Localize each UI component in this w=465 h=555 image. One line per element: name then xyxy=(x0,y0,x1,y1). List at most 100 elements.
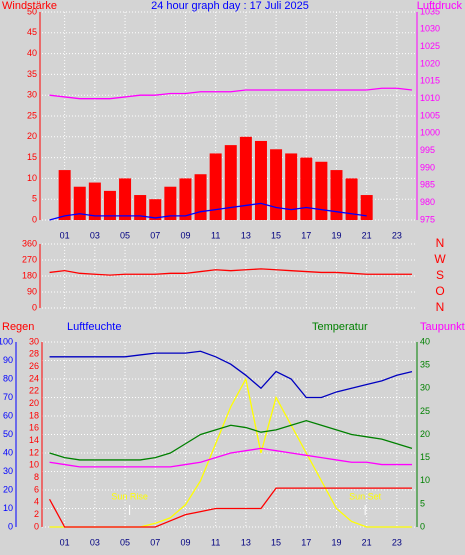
bar xyxy=(179,178,192,220)
y-tick-label: 30 xyxy=(29,336,39,346)
y-tick-label: 360 xyxy=(22,238,37,248)
y-tick-label: 15 xyxy=(420,452,430,462)
y-tick-label: O xyxy=(435,284,444,298)
series-line xyxy=(49,87,413,100)
y-tick-label: 24 xyxy=(29,373,39,383)
bar xyxy=(330,170,343,220)
x-tick-label: 19 xyxy=(331,537,341,547)
x-tick-label: 01 xyxy=(60,537,70,547)
y-tick-label: 1030 xyxy=(420,24,440,34)
x-tick-label: 01 xyxy=(60,230,70,240)
y-tick-label: 0 xyxy=(32,214,37,224)
bar xyxy=(239,136,252,220)
y-tick-label: N xyxy=(436,300,445,314)
x-tick-label: 13 xyxy=(241,230,251,240)
x-tick-label: 11 xyxy=(211,230,220,240)
y-tick-label: 0 xyxy=(34,521,39,531)
y-tick-label: 100 xyxy=(0,336,13,346)
bar xyxy=(164,186,177,220)
y-tick-label: 40 xyxy=(420,336,430,346)
y-tick-label: 990 xyxy=(420,162,435,172)
bar xyxy=(134,195,147,220)
y-tick-label: 70 xyxy=(3,392,13,402)
y-tick-label: 995 xyxy=(420,145,435,155)
legend-label: Taupunkt xyxy=(420,321,465,333)
y-tick-label: 26 xyxy=(29,361,39,371)
x-tick-label: 21 xyxy=(362,230,372,240)
y-tick-label: 6 xyxy=(34,484,39,494)
y-tick-label: 25 xyxy=(27,110,37,120)
y-tick-label: 10 xyxy=(3,503,13,513)
y-tick-label: 20 xyxy=(420,429,430,439)
series-line xyxy=(49,202,367,221)
y-tick-label: 40 xyxy=(3,447,13,457)
y-tick-label: 20 xyxy=(29,398,39,408)
y-tick-label: 0 xyxy=(8,521,13,531)
y-tick-label: 8 xyxy=(34,472,39,482)
y-tick-label: 1005 xyxy=(420,110,440,120)
annotation: Sun Rise xyxy=(111,491,148,501)
bar xyxy=(285,153,298,220)
y-tick-label: 25 xyxy=(420,406,430,416)
x-tick-label: 21 xyxy=(362,537,372,547)
y-tick-label: 985 xyxy=(420,180,435,190)
y-tick-label: 2 xyxy=(34,509,39,519)
y-tick-label: 20 xyxy=(3,484,13,494)
y-tick-label: 45 xyxy=(27,27,37,37)
y-tick-label: W xyxy=(434,252,446,266)
x-tick-label: 09 xyxy=(180,537,190,547)
y-tick-label: 30 xyxy=(420,383,430,393)
y-tick-label: 20 xyxy=(27,131,37,141)
x-tick-label: 15 xyxy=(271,537,281,547)
y-tick-label: 30 xyxy=(3,466,13,476)
y-tick-label: 30 xyxy=(27,90,37,100)
y-tick-label: 0 xyxy=(420,521,425,531)
y-tick-label: 4 xyxy=(34,497,39,507)
series-line xyxy=(49,350,413,399)
y-tick-label: 10 xyxy=(420,475,430,485)
y-tick-label: 270 xyxy=(22,254,37,264)
series-line xyxy=(49,447,412,468)
x-tick-label: 11 xyxy=(211,537,220,547)
bar xyxy=(345,178,358,220)
y-tick-label: 40 xyxy=(27,48,37,58)
series-line xyxy=(48,487,412,528)
y-tick-label: 60 xyxy=(3,410,13,420)
bar xyxy=(224,145,237,220)
y-tick-label: 80 xyxy=(3,373,13,383)
bar xyxy=(254,140,267,220)
y-tick-label: 50 xyxy=(27,6,37,16)
y-tick-label: 1035 xyxy=(420,6,440,16)
y-tick-label: 18 xyxy=(29,410,39,420)
y3-axis-label: Regen xyxy=(2,321,34,333)
x-tick-label: 15 xyxy=(271,230,281,240)
y-tick-label: 35 xyxy=(420,360,430,370)
series-line xyxy=(49,419,413,461)
y-tick-label: 14 xyxy=(29,435,39,445)
bar xyxy=(300,157,313,220)
bar xyxy=(103,190,116,220)
y-tick-label: S xyxy=(436,268,444,282)
y-tick-label: 22 xyxy=(29,386,39,396)
y-tick-label: 0 xyxy=(32,302,37,312)
x-tick-label: 05 xyxy=(120,537,130,547)
y-tick-label: 28 xyxy=(29,349,39,359)
y-tick-label: 10 xyxy=(27,173,37,183)
y-tick-label: 15 xyxy=(27,152,37,162)
y-tick-label: 10 xyxy=(29,460,39,470)
bar xyxy=(88,182,101,220)
y2-axis-label: Temperatur xyxy=(312,321,368,333)
y-tick-label: 5 xyxy=(420,498,425,508)
y-tick-label: 90 xyxy=(27,286,37,296)
y-tick-label: 35 xyxy=(27,69,37,79)
x-tick-label: 07 xyxy=(150,230,160,240)
bar xyxy=(270,149,283,220)
bar xyxy=(119,178,132,220)
x-tick-label: 03 xyxy=(90,230,100,240)
annotation: Sun Set xyxy=(349,491,382,501)
bar xyxy=(149,199,162,220)
y-tick-label: N xyxy=(436,236,445,250)
